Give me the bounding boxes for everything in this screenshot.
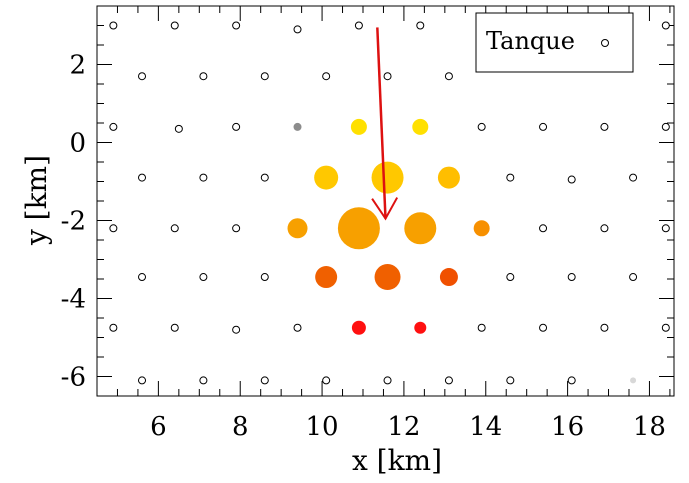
tank-empty-point xyxy=(109,323,118,332)
points xyxy=(109,21,670,385)
tank-empty-point xyxy=(199,273,208,282)
tank-hit-point xyxy=(337,207,380,250)
tank-empty-point xyxy=(354,21,363,30)
tank-empty-point xyxy=(232,21,241,30)
tank-empty-point xyxy=(293,25,302,34)
tank-empty-point xyxy=(506,273,515,282)
tank-empty-point xyxy=(232,122,241,131)
x-tick-label: 18 xyxy=(633,412,666,442)
tank-empty-point xyxy=(567,376,576,385)
tank-empty-point xyxy=(383,72,392,81)
x-axis-title: x [km] xyxy=(352,444,442,477)
tank-empty-point xyxy=(567,175,576,184)
tank-empty-point xyxy=(661,224,670,233)
tank-empty-point xyxy=(260,273,269,282)
tank-hit-point xyxy=(412,118,429,135)
tank-empty-point xyxy=(661,21,670,30)
tank-hit-point xyxy=(314,165,339,190)
tank-empty-point xyxy=(293,323,302,332)
tank-empty-point xyxy=(477,122,486,131)
tank-empty-point xyxy=(629,173,638,182)
tank-empty-point xyxy=(260,376,269,385)
tank-empty-point xyxy=(506,376,515,385)
tank-empty-point xyxy=(600,323,609,332)
tank-empty-point xyxy=(539,323,548,332)
tank-empty-point xyxy=(322,376,331,385)
tank-empty-point xyxy=(260,72,269,81)
tank-empty-point xyxy=(174,124,183,133)
tank-empty-point xyxy=(109,224,118,233)
tank-empty-point xyxy=(322,72,331,81)
y-tick-label: 0 xyxy=(69,129,86,159)
tank-empty-point xyxy=(444,72,453,81)
x-tick-label: 14 xyxy=(469,412,502,442)
tank-empty-point xyxy=(539,122,548,131)
tank-empty-point xyxy=(170,21,179,30)
tank-hit-point xyxy=(374,264,401,291)
tank-hit-point xyxy=(473,220,490,237)
legend: Tanque xyxy=(475,12,634,73)
tank-empty-point xyxy=(232,224,241,233)
tank-hit-point xyxy=(404,212,437,245)
tank-hit-point xyxy=(293,122,302,131)
tank-empty-point xyxy=(109,21,118,30)
tank-empty-point xyxy=(260,173,269,182)
tank-empty-point xyxy=(661,323,670,332)
tank-hit-point xyxy=(439,268,458,287)
tank-empty-point xyxy=(661,122,670,131)
y-tick-label: -6 xyxy=(61,363,86,393)
tank-empty-point xyxy=(170,323,179,332)
tank-empty-point xyxy=(138,173,147,182)
tank-empty-point xyxy=(199,376,208,385)
tank-empty-point xyxy=(199,173,208,182)
tank-empty-point xyxy=(629,273,638,282)
tank-empty-point xyxy=(444,376,453,385)
tank-empty-point xyxy=(477,323,486,332)
tank-empty-point xyxy=(138,376,147,385)
legend-marker-open-circle xyxy=(601,39,609,47)
tank-empty-point xyxy=(567,273,576,282)
shower-axis-arrowhead xyxy=(371,197,399,221)
x-tick-label: 10 xyxy=(306,412,339,442)
tank-hit-point xyxy=(630,377,637,384)
tank-empty-point xyxy=(109,122,118,131)
tank-hit-point xyxy=(371,161,404,194)
tank-empty-point xyxy=(138,273,147,282)
y-tick-label: -2 xyxy=(61,207,86,237)
y-axis-title: y [km] xyxy=(20,155,53,246)
tank-empty-point xyxy=(199,72,208,81)
tank-empty-point xyxy=(416,21,425,30)
tank-hit-point xyxy=(351,320,366,335)
tank-empty-point xyxy=(506,173,515,182)
tank-empty-point xyxy=(600,122,609,131)
tank-empty-point xyxy=(383,376,392,385)
y-tick-label: -4 xyxy=(61,285,86,315)
shower-axis-line xyxy=(376,27,387,219)
x-tick-label: 12 xyxy=(387,412,420,442)
tank-empty-point xyxy=(170,224,179,233)
tank-hit-point xyxy=(414,321,427,334)
tank-hit-point xyxy=(350,118,367,135)
tank-hit-point xyxy=(287,218,308,239)
x-tick-label: 8 xyxy=(232,412,249,442)
shower-axis xyxy=(371,27,399,221)
tank-empty-point xyxy=(138,72,147,81)
tank-empty-point xyxy=(232,325,241,334)
tank-empty-point xyxy=(539,224,548,233)
legend-label-tanque: Tanque xyxy=(486,27,575,55)
y-tick-label: 2 xyxy=(69,51,86,81)
x-tick-label: 16 xyxy=(551,412,584,442)
x-tick-label: 6 xyxy=(150,412,167,442)
tank-empty-point xyxy=(600,224,609,233)
tank-hit-point xyxy=(437,166,460,189)
tank-hit-point xyxy=(315,266,338,289)
